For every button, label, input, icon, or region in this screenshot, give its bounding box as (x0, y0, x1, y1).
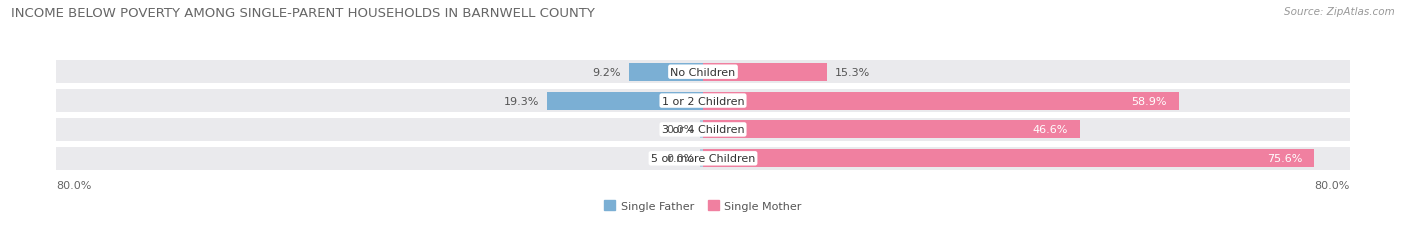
Bar (56, 147, 1350, 170)
Text: 80.0%: 80.0% (1315, 180, 1350, 190)
Text: No Children: No Children (671, 67, 735, 77)
Text: 19.3%: 19.3% (503, 96, 538, 106)
Text: 58.9%: 58.9% (1132, 96, 1167, 106)
Text: 3 or 4 Children: 3 or 4 Children (662, 125, 744, 135)
Text: 80.0%: 80.0% (56, 180, 91, 190)
Text: 0.0%: 0.0% (666, 125, 695, 135)
Text: 1 or 2 Children: 1 or 2 Children (662, 96, 744, 106)
Text: 15.3%: 15.3% (835, 67, 870, 77)
Text: 9.2%: 9.2% (592, 67, 620, 77)
Text: 0.0%: 0.0% (666, 154, 695, 164)
Bar (703, 64, 827, 81)
Text: INCOME BELOW POVERTY AMONG SINGLE-PARENT HOUSEHOLDS IN BARNWELL COUNTY: INCOME BELOW POVERTY AMONG SINGLE-PARENT… (11, 7, 595, 20)
Bar (56, 61, 1350, 84)
Bar (547, 92, 703, 110)
Legend: Single Father, Single Mother: Single Father, Single Mother (605, 201, 801, 211)
Bar (703, 121, 1080, 139)
Bar (703, 150, 1315, 167)
Bar (700, 121, 703, 139)
Bar (56, 90, 1350, 113)
Text: 46.6%: 46.6% (1032, 125, 1067, 135)
Text: Source: ZipAtlas.com: Source: ZipAtlas.com (1284, 7, 1395, 17)
Bar (56, 118, 1350, 141)
Text: 75.6%: 75.6% (1267, 154, 1302, 164)
Bar (700, 150, 703, 167)
Text: 5 or more Children: 5 or more Children (651, 154, 755, 164)
Bar (628, 64, 703, 81)
Bar (703, 92, 1180, 110)
